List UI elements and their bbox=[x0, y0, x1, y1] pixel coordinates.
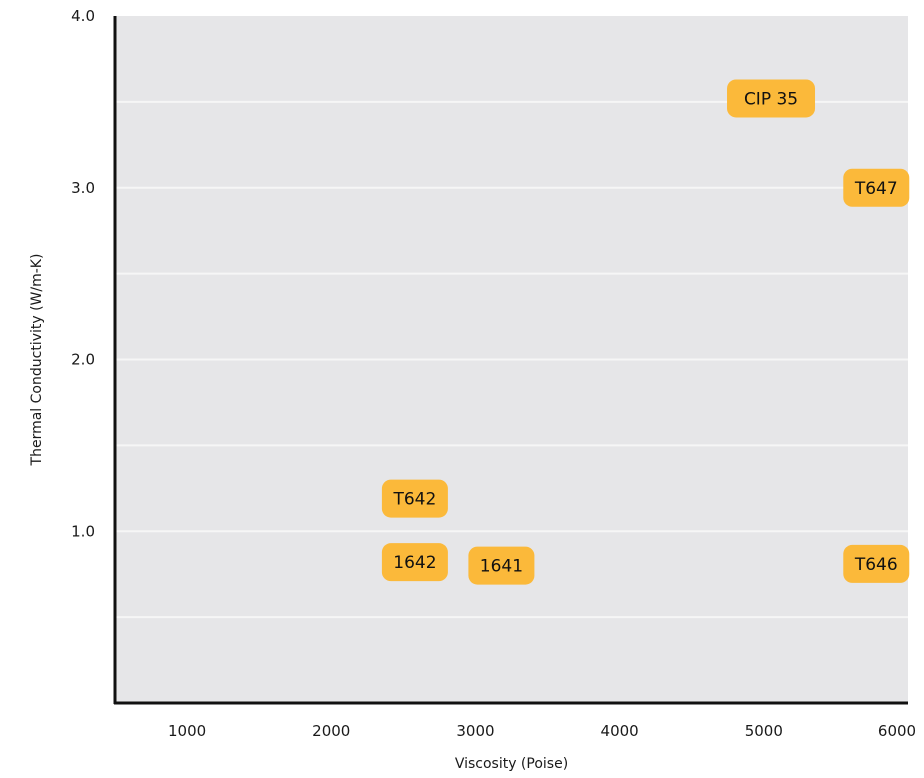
data-point: T646 bbox=[843, 544, 910, 583]
point-label: T642 bbox=[392, 490, 436, 510]
point-label: T647 bbox=[854, 179, 898, 199]
point-label: CIP 35 bbox=[744, 89, 798, 109]
point-marker bbox=[843, 544, 910, 583]
x-axis-title: Viscosity (Poise) bbox=[455, 756, 568, 772]
y-tick-labels: 1.0 2.0 3.0 4.0 bbox=[71, 7, 95, 540]
x-tick-label: 1000 bbox=[168, 722, 206, 740]
point-label: 1642 bbox=[393, 553, 436, 573]
data-point: 1642 bbox=[381, 543, 448, 582]
point-marker bbox=[468, 546, 535, 585]
x-tick-label: 2000 bbox=[312, 722, 350, 740]
y-tick-label: 4.0 bbox=[71, 7, 95, 25]
data-point: CIP 35 bbox=[727, 79, 816, 118]
x-tick-label: 5000 bbox=[745, 722, 783, 740]
y-tick-label: 2.0 bbox=[71, 351, 95, 369]
x-tick-labels: 1000 2000 3000 4000 5000 6000 bbox=[168, 722, 916, 740]
x-tick-label: 3000 bbox=[456, 722, 494, 740]
x-tick-label: 6000 bbox=[878, 722, 916, 740]
point-label: T646 bbox=[854, 555, 898, 575]
y-tick-label: 1.0 bbox=[71, 522, 95, 540]
x-tick-label: 4000 bbox=[601, 722, 639, 740]
point-label: 1641 bbox=[480, 557, 523, 577]
point-marker bbox=[381, 479, 448, 518]
y-tick-label: 3.0 bbox=[71, 179, 95, 197]
data-point: 1641 bbox=[468, 546, 535, 585]
axes bbox=[113, 16, 908, 705]
point-marker bbox=[727, 79, 816, 118]
data-point: T642 bbox=[381, 479, 448, 518]
data-points: CIP 35 T647 T642 1642 1641 T646 bbox=[381, 79, 910, 585]
point-marker bbox=[381, 543, 448, 582]
point-marker bbox=[843, 168, 910, 207]
y-axis-title: Thermal Conductivity (W/m-K) bbox=[29, 254, 45, 467]
data-point: T647 bbox=[843, 168, 910, 207]
